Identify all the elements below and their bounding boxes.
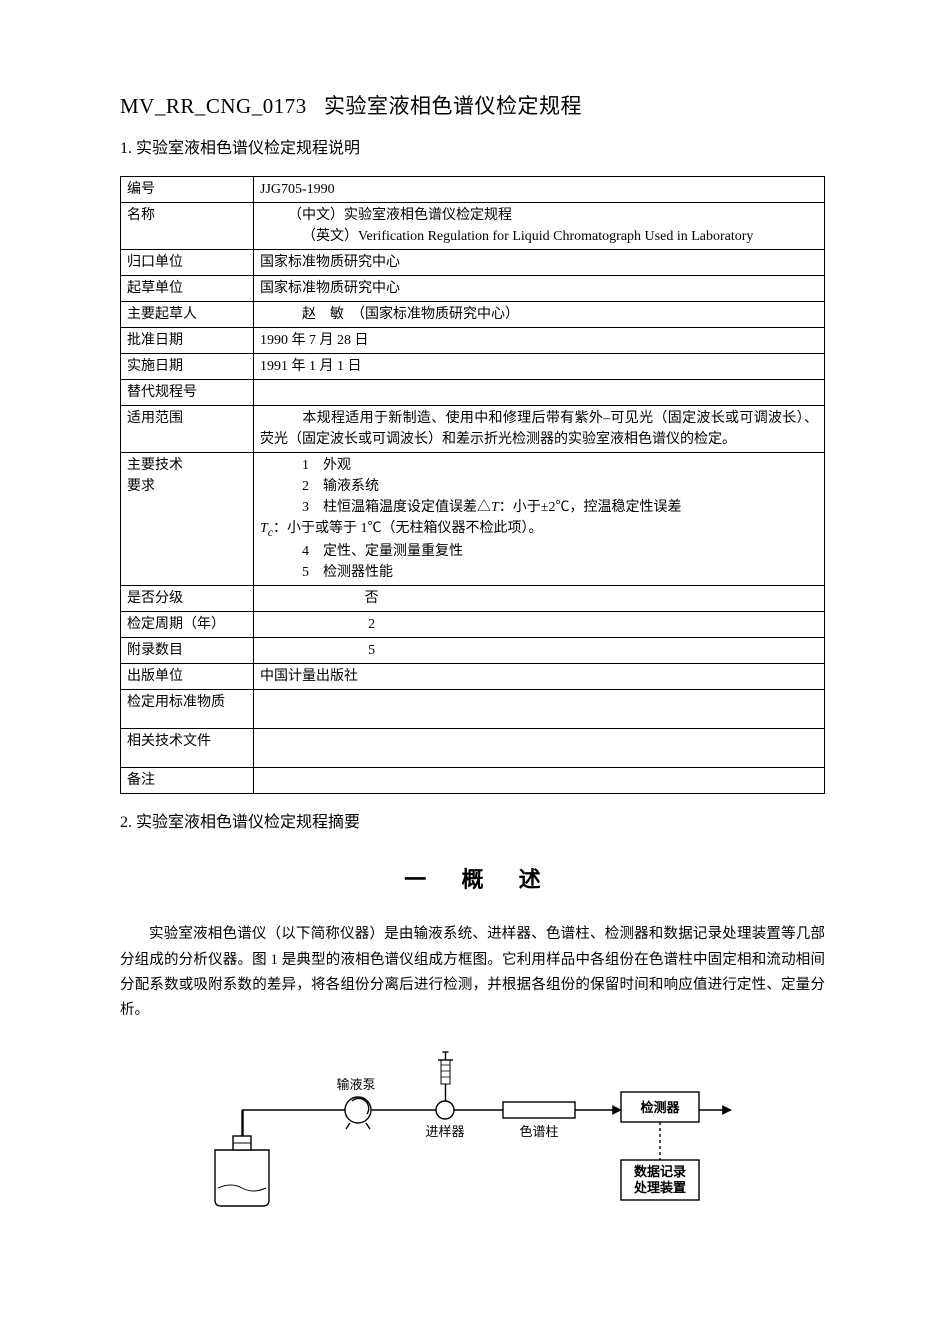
table-row: 主要技术要求1 外观2 输液系统3 柱恒温箱温度设定值误差△T：小于±2℃，控温…	[121, 453, 825, 586]
meta-value: 1991 年 1 月 1 日	[254, 354, 825, 380]
meta-value	[254, 768, 825, 794]
svg-text:数据记录: 数据记录	[633, 1164, 685, 1179]
svg-text:检测器: 检测器	[640, 1100, 680, 1115]
table-row: 实施日期1991 年 1 月 1 日	[121, 354, 825, 380]
table-row: 批准日期1990 年 7 月 28 日	[121, 328, 825, 354]
meta-value: 赵 敏 （国家标准物质研究中心）	[254, 302, 825, 328]
overview-heading: 一概述	[155, 862, 825, 894]
meta-label: 出版单位	[121, 664, 254, 690]
svg-text:输液泵: 输液泵	[336, 1077, 375, 1092]
section-2-heading: 2. 实验室液相色谱仪检定规程摘要	[120, 808, 825, 832]
meta-value	[254, 729, 825, 768]
table-row: 检定用标准物质	[121, 690, 825, 729]
meta-label: 检定用标准物质	[121, 690, 254, 729]
meta-label: 主要技术要求	[121, 453, 254, 586]
table-row: 主要起草人赵 敏 （国家标准物质研究中心）	[121, 302, 825, 328]
meta-label: 批准日期	[121, 328, 254, 354]
meta-value: 1 外观2 输液系统3 柱恒温箱温度设定值误差△T：小于±2℃，控温稳定性误差T…	[254, 453, 825, 586]
meta-value: 1990 年 7 月 28 日	[254, 328, 825, 354]
meta-label: 检定周期（年）	[121, 612, 254, 638]
meta-label: 相关技术文件	[121, 729, 254, 768]
meta-label: 附录数目	[121, 638, 254, 664]
document-code: MV_RR_CNG_0173	[120, 94, 307, 118]
svg-text:进样器: 进样器	[425, 1124, 464, 1139]
table-row: 编号JJG705-1990	[121, 177, 825, 203]
meta-label: 主要起草人	[121, 302, 254, 328]
table-row: 备注	[121, 768, 825, 794]
table-row: 检定周期（年）2	[121, 612, 825, 638]
meta-label: 适用范围	[121, 406, 254, 453]
meta-label: 实施日期	[121, 354, 254, 380]
table-row: 名称（中文）实验室液相色谱仪检定规程（英文）Verification Regul…	[121, 203, 825, 250]
meta-label: 归口单位	[121, 250, 254, 276]
table-row: 起草单位国家标准物质研究中心	[121, 276, 825, 302]
meta-label: 编号	[121, 177, 254, 203]
table-row: 替代规程号	[121, 380, 825, 406]
meta-value: 否	[254, 586, 825, 612]
meta-value: 本规程适用于新制造、使用中和修理后带有紫外–可见光（固定波长或可调波长）、荧光（…	[254, 406, 825, 453]
meta-value: 5	[254, 638, 825, 664]
table-row: 相关技术文件	[121, 729, 825, 768]
table-row: 适用范围本规程适用于新制造、使用中和修理后带有紫外–可见光（固定波长或可调波长）…	[121, 406, 825, 453]
meta-value: 国家标准物质研究中心	[254, 276, 825, 302]
meta-label: 替代规程号	[121, 380, 254, 406]
table-row: 附录数目5	[121, 638, 825, 664]
document-page: MV_RR_CNG_0173 实验室液相色谱仪检定规程 1. 实验室液相色谱仪检…	[0, 0, 945, 1338]
meta-value: 国家标准物质研究中心	[254, 250, 825, 276]
section-1-heading: 1. 实验室液相色谱仪检定规程说明	[120, 134, 825, 158]
document-title: MV_RR_CNG_0173 实验室液相色谱仪检定规程	[120, 90, 825, 120]
metadata-table: 编号JJG705-1990名称（中文）实验室液相色谱仪检定规程（英文）Verif…	[120, 176, 825, 794]
meta-value: JJG705-1990	[254, 177, 825, 203]
overview-paragraph: 实验室液相色谱仪（以下简称仪器）是由输液系统、进样器、色谱柱、检测器和数据记录处…	[120, 922, 825, 1024]
table-row: 是否分级否	[121, 586, 825, 612]
meta-label: 起草单位	[121, 276, 254, 302]
document-name: 实验室液相色谱仪检定规程	[324, 94, 582, 118]
meta-value: （中文）实验室液相色谱仪检定规程（英文）Verification Regulat…	[254, 203, 825, 250]
meta-label: 是否分级	[121, 586, 254, 612]
table-row: 出版单位中国计量出版社	[121, 664, 825, 690]
meta-value: 2	[254, 612, 825, 638]
meta-value	[254, 380, 825, 406]
meta-value: 中国计量出版社	[254, 664, 825, 690]
meta-label: 名称	[121, 203, 254, 250]
svg-text:处理装置: 处理装置	[632, 1180, 685, 1195]
meta-value	[254, 690, 825, 729]
table-row: 归口单位国家标准物质研究中心	[121, 250, 825, 276]
svg-text:色谱柱: 色谱柱	[519, 1124, 558, 1139]
flow-diagram: 输液泵进样器 色谱柱 检测器数据记录处理装置	[120, 1042, 825, 1212]
meta-label: 备注	[121, 768, 254, 794]
